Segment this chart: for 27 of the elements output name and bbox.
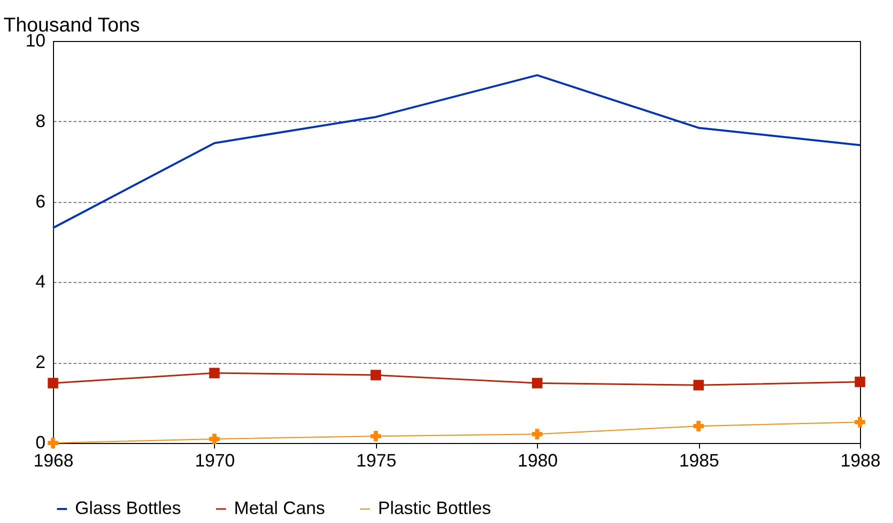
- point: [854, 416, 866, 428]
- y-tick-label: 6: [35, 191, 46, 212]
- line-series: [52, 74, 861, 229]
- legend-label: Metal Cans: [234, 498, 326, 518]
- y-tick-label: 4: [35, 272, 46, 292]
- x-tick-label: 1985: [679, 450, 720, 470]
- legend-label: Plastic Bottles: [378, 498, 492, 518]
- legend-label: Glass Bottles: [75, 498, 182, 518]
- point: [532, 378, 542, 388]
- point: [209, 434, 220, 444]
- y-tick-label: 0: [35, 432, 46, 452]
- y-tick-label: 8: [35, 110, 46, 131]
- x-tick-label: 1980: [518, 450, 558, 470]
- point: [693, 380, 704, 390]
- point: [854, 376, 866, 388]
- y-tick-label: 2: [35, 352, 46, 372]
- x-tick-label: 1970: [194, 450, 235, 470]
- point: [693, 420, 704, 432]
- point: [48, 438, 58, 448]
- x-tick-label: 1968: [33, 450, 74, 470]
- point: [48, 378, 58, 388]
- point: [370, 430, 382, 442]
- x-tick-label: 1975: [356, 450, 396, 470]
- x-tick-label: 1988: [840, 450, 881, 470]
- point: [532, 428, 542, 440]
- point: [209, 368, 220, 378]
- point: [370, 370, 382, 380]
